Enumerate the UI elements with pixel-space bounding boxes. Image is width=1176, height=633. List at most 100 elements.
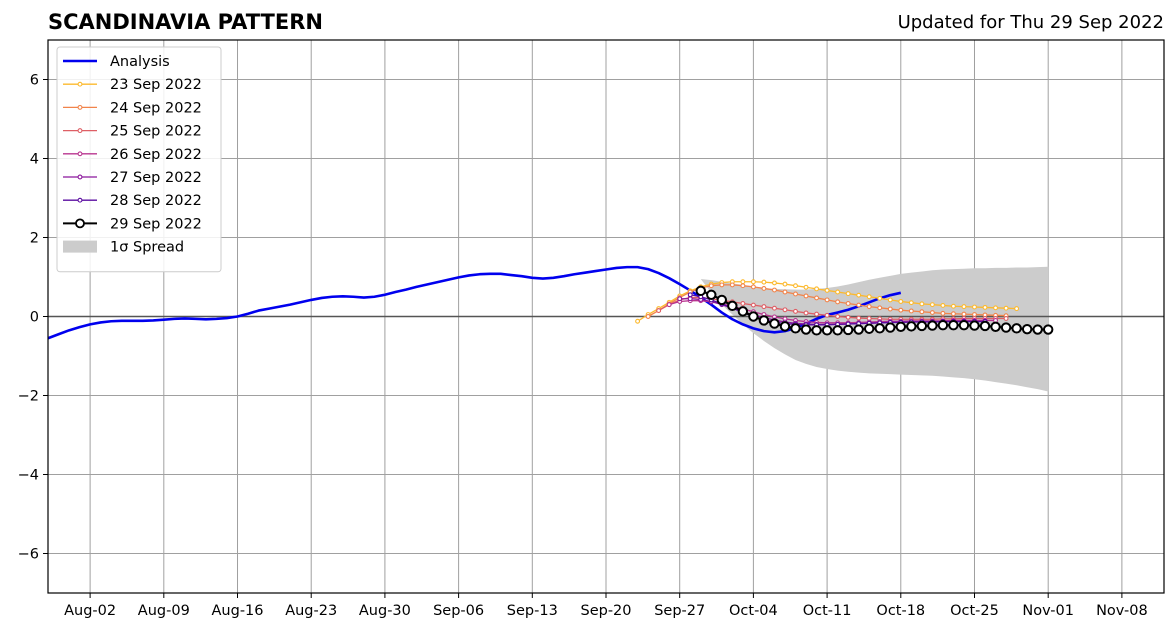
forecast-point	[793, 291, 798, 297]
forecast-point	[972, 312, 977, 317]
forecast-point	[877, 295, 883, 301]
forecast-point	[845, 291, 851, 297]
forecast-point	[908, 300, 914, 306]
forecast-point	[877, 305, 883, 311]
legend-swatch	[63, 240, 97, 253]
forecast-point	[927, 320, 938, 331]
forecast-point	[845, 301, 851, 306]
y-tick-label: −4	[18, 468, 39, 484]
forecast-point	[990, 321, 1001, 332]
forecast-point	[950, 303, 956, 309]
forecast-point	[824, 287, 830, 293]
forecast-line	[700, 289, 1049, 332]
forecast-point	[772, 287, 777, 293]
forecast-point	[814, 295, 820, 301]
axis-ticks: Aug-02 Aug-09 Aug-16 Aug-23 Aug-30 Sep-06 Sep-…	[18, 73, 1148, 620]
y-tick-label: 0	[30, 310, 39, 326]
forecast-point	[866, 294, 872, 300]
legend-label: 24 Sep 2022	[110, 100, 202, 116]
forecast-point	[814, 311, 820, 317]
forecast-point	[656, 308, 662, 314]
forecast-point	[887, 297, 893, 303]
legend-item: 23 Sep 2022	[63, 77, 202, 93]
forecast-point	[940, 302, 946, 308]
forecast-point	[687, 296, 693, 302]
forecast-point	[950, 311, 956, 317]
forecast-point	[793, 283, 798, 289]
legend-label: 26 Sep 2022	[110, 147, 202, 163]
forecast-point	[916, 320, 928, 332]
forecast-point	[919, 301, 925, 307]
forecast-point	[832, 325, 843, 336]
x-tick-label: Sep-06	[433, 603, 484, 619]
forecast-series	[635, 279, 1054, 336]
forecast-point	[1003, 316, 1009, 321]
forecast-point	[782, 307, 788, 313]
forecast-point	[982, 304, 988, 310]
forecast-point	[835, 289, 841, 295]
forecast-point	[645, 314, 651, 319]
forecast-point	[1021, 323, 1033, 335]
legend-marker	[77, 104, 83, 110]
legend-item: 24 Sep 2022	[63, 100, 202, 116]
x-tick-label: Oct-04	[729, 603, 778, 619]
forecast-point	[719, 282, 725, 288]
legend-item: 28 Sep 2022	[63, 193, 202, 209]
forecast-point	[729, 282, 735, 288]
chart-updated-date: Updated for Thu 29 Sep 2022	[897, 12, 1164, 33]
forecast-point	[824, 312, 830, 318]
legend-marker	[77, 174, 83, 180]
legend-label: 27 Sep 2022	[110, 170, 202, 186]
forecast-point	[908, 308, 914, 314]
forecast-point	[864, 323, 875, 334]
forecast-point	[948, 319, 959, 331]
x-tick-label: Sep-20	[580, 603, 631, 619]
legend-item: 25 Sep 2022	[63, 124, 202, 140]
forecast-point	[737, 306, 749, 317]
chart-title: SCANDINAVIA PATTERN	[48, 10, 323, 34]
forecast-point	[979, 320, 991, 332]
y-tick-label: 4	[30, 152, 39, 168]
forecast-point	[835, 314, 841, 319]
forecast-point	[937, 319, 949, 331]
forecast-point	[929, 302, 935, 308]
forecast-point	[666, 302, 672, 308]
forecast-point	[1032, 324, 1043, 335]
legend-marker	[77, 197, 83, 203]
forecast-point	[856, 302, 862, 308]
forecast-point	[727, 300, 738, 312]
forecast-point	[706, 289, 717, 300]
legend-label: Analysis	[110, 54, 170, 70]
forecast-point	[1000, 322, 1012, 333]
forecast-point	[687, 292, 693, 298]
x-tick-label: Oct-25	[950, 603, 999, 619]
forecast-point	[895, 321, 906, 332]
forecast-point	[761, 279, 767, 285]
forecast-point	[1003, 305, 1009, 311]
forecast-point	[750, 284, 756, 290]
forecast-point	[740, 279, 746, 285]
x-tick-label: Nov-01	[1022, 603, 1074, 619]
forecast-point	[793, 308, 798, 314]
forecast-point	[961, 311, 967, 317]
legend-label: 23 Sep 2022	[110, 77, 202, 93]
forecast-point	[677, 296, 683, 302]
forecast-point	[750, 302, 756, 308]
legend-item: 26 Sep 2022	[63, 147, 202, 163]
forecast-point	[961, 304, 967, 310]
legend-item: 29 Sep 2022	[63, 216, 202, 232]
forecast-point	[716, 294, 728, 306]
forecast-point	[853, 324, 864, 335]
y-tick-label: 6	[30, 73, 39, 89]
forecast-point	[885, 322, 896, 333]
x-tick-label: Oct-11	[803, 603, 852, 619]
x-tick-label: Aug-30	[359, 603, 411, 619]
forecast-point	[1042, 324, 1054, 335]
forecast-point	[972, 304, 977, 310]
forecast-point	[1014, 306, 1020, 312]
analysis-series	[47, 265, 902, 340]
forecast-point	[940, 310, 946, 316]
forecast-point	[769, 318, 780, 329]
forecast-line	[658, 296, 1007, 320]
